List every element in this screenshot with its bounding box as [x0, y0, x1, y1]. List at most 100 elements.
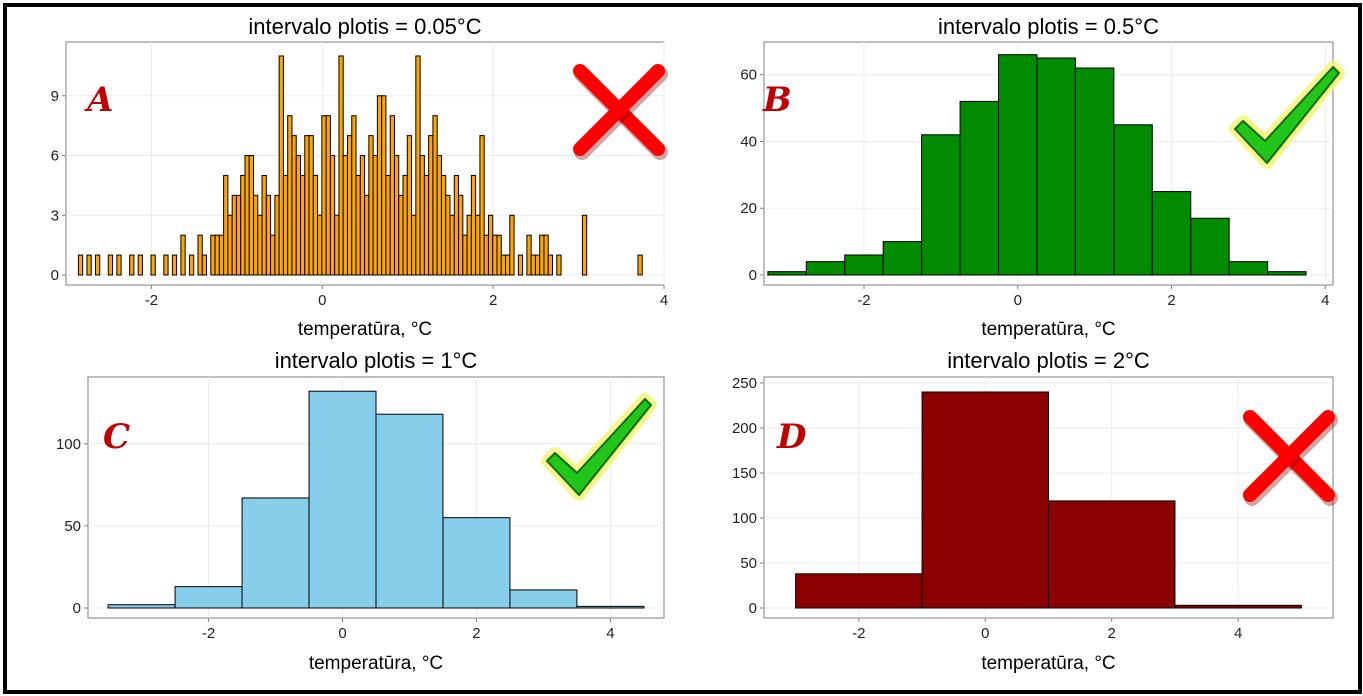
histogram-bar	[487, 214, 494, 276]
x-tick-label: 2	[472, 625, 480, 642]
panel-letter: C	[103, 417, 130, 457]
x-tick-label: 4	[1234, 625, 1242, 642]
y-tick-label: 6	[51, 148, 59, 165]
histogram-bar	[517, 254, 524, 276]
y-tick-label: 0	[73, 600, 81, 617]
histogram-bar	[436, 155, 442, 276]
histogram-bar	[432, 115, 438, 276]
histogram-bar	[86, 254, 92, 276]
x-axis-label: temperatūra, °C	[981, 653, 1115, 674]
histogram-bar	[479, 135, 485, 276]
histogram-bar	[150, 254, 156, 276]
histogram-bar	[308, 135, 314, 276]
histogram-bar	[359, 155, 366, 276]
panel-c: 0 50 100 -2 0 2 4 intervalo plotis = 1°C tempera…	[56, 348, 665, 674]
histogram-bar	[77, 254, 84, 276]
x-tick-label: 4	[606, 625, 614, 642]
y-tick-label: 20	[740, 200, 757, 217]
cross-icon	[1243, 410, 1338, 506]
histogram-bar	[375, 413, 444, 609]
x-tick-label: -2	[857, 292, 870, 309]
histogram-bar	[107, 604, 176, 609]
histogram-bar	[291, 135, 297, 276]
histogram-bar	[257, 214, 263, 276]
y-tick-label: 100	[56, 436, 81, 453]
histogram-bar	[261, 174, 267, 276]
histogram-bar	[317, 214, 323, 276]
histogram-bar	[1074, 67, 1115, 276]
histogram-bar	[805, 261, 846, 276]
histogram-bar	[415, 55, 421, 276]
checkmark-icon	[541, 393, 657, 501]
histogram-bar	[496, 234, 502, 276]
histogram-bar	[428, 135, 434, 276]
x-tick-label: 2	[489, 292, 497, 309]
histogram-bar	[364, 194, 370, 276]
x-axis-label: temperatūra, °C	[981, 319, 1115, 340]
histogram-bar	[325, 115, 331, 276]
histogram-bar	[844, 254, 884, 276]
histogram-bar	[539, 234, 545, 276]
histogram-bar	[248, 155, 255, 276]
histogram-bar	[581, 214, 588, 276]
histogram-bar	[492, 234, 498, 276]
histogram-bar	[959, 100, 1000, 276]
histogram-bar	[1174, 604, 1302, 609]
histogram-bar	[355, 174, 361, 276]
histogram-bar	[368, 135, 374, 276]
histogram-bar	[334, 214, 340, 276]
x-tick-label: -2	[145, 292, 158, 309]
y-tick-label: 9	[51, 88, 59, 105]
histogram-bar	[241, 497, 310, 609]
histogram-bar	[470, 174, 477, 276]
histogram-bar	[180, 234, 186, 276]
histogram-bar	[372, 155, 378, 276]
histogram-bar	[300, 174, 306, 276]
x-tick-label: 4	[660, 292, 668, 309]
histogram-bar	[385, 174, 391, 276]
panel-letter: B	[762, 80, 792, 120]
histogram-bar	[442, 517, 511, 609]
x-tick-label: 2	[1167, 292, 1175, 309]
histogram-bar	[312, 174, 319, 276]
histogram-figure: 0 3 6 9 -2 0 2 4 intervalo plotis = 0.05°C temper…	[51, 14, 1345, 674]
histogram-bar	[240, 174, 246, 276]
histogram-bar	[767, 271, 807, 276]
histogram-bar	[171, 254, 178, 276]
y-tick-label: 250	[732, 375, 757, 392]
histogram-bar	[214, 234, 220, 276]
histogram-bar	[304, 135, 310, 276]
histogram-bar	[526, 234, 532, 276]
chart-title: intervalo plotis = 0.05°C	[248, 14, 481, 39]
x-tick-label: 0	[318, 292, 326, 309]
histogram-bar	[576, 605, 645, 609]
histogram-bar	[116, 254, 122, 276]
x-axis-label: temperatūra, °C	[309, 653, 443, 674]
histogram-bar	[882, 241, 923, 276]
histogram-bar	[1048, 500, 1176, 609]
histogram-bar	[458, 194, 464, 276]
histogram-bar	[308, 390, 377, 609]
x-tick-label: -2	[202, 625, 215, 642]
histogram-bar	[227, 214, 233, 276]
histogram-bar	[440, 174, 447, 276]
histogram-bar	[321, 115, 327, 276]
x-tick-label: 0	[1014, 292, 1022, 309]
histogram-bar	[475, 214, 481, 276]
histogram-bar	[393, 155, 400, 276]
histogram-bar	[282, 174, 289, 276]
histogram-bar	[1228, 261, 1269, 276]
y-tick-label: 50	[740, 555, 757, 572]
histogram-bar	[265, 194, 272, 276]
histogram-bar	[244, 155, 250, 276]
histogram-bar	[295, 155, 302, 276]
histogram-bar	[137, 254, 143, 276]
histogram-bar	[462, 234, 468, 276]
panel-letter: D	[776, 417, 807, 457]
histogram-bar	[376, 95, 383, 276]
histogram-bar	[231, 194, 237, 276]
histogram-bar	[398, 194, 404, 276]
histogram-bar	[534, 254, 541, 276]
y-tick-label: 0	[51, 267, 59, 284]
histogram-bar	[107, 254, 114, 276]
